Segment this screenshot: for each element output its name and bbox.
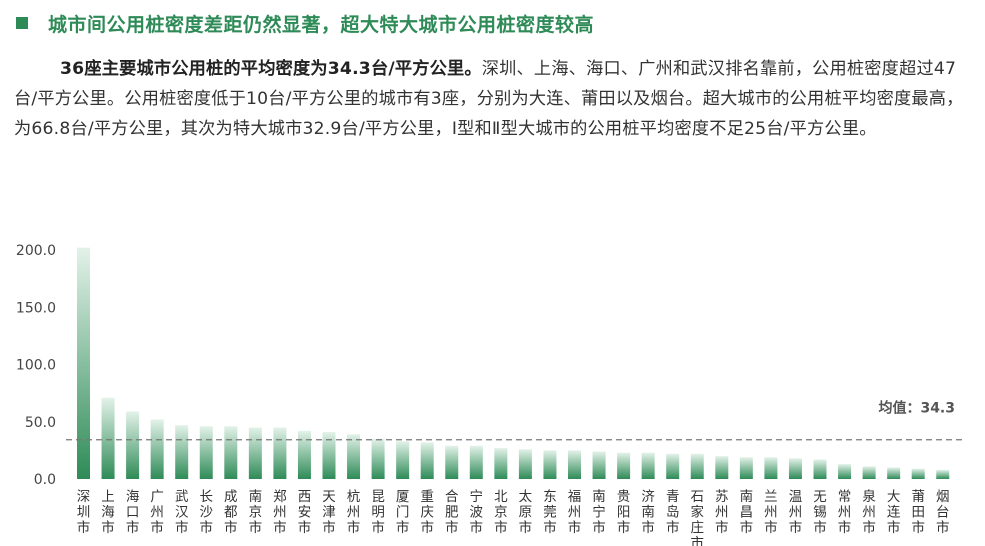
bar-chart: 0.0 50.0 100.0 150.0 200.0 深圳市上海市海口市广州市武汉市长沙… bbox=[16, 243, 966, 546]
x-tick-label: 南京市 bbox=[249, 489, 263, 536]
x-tick-label: 广州市 bbox=[150, 489, 164, 536]
x-tick-label: 合肥市 bbox=[445, 489, 459, 536]
bar bbox=[911, 468, 925, 479]
x-tick-label: 天津市 bbox=[322, 489, 336, 536]
bar bbox=[813, 459, 827, 479]
bar bbox=[248, 427, 262, 479]
x-tick-label: 昆明市 bbox=[371, 489, 385, 536]
bar bbox=[690, 453, 704, 479]
bar bbox=[77, 247, 90, 479]
bar bbox=[617, 452, 631, 479]
bar bbox=[126, 411, 140, 479]
x-tick-label: 大连市 bbox=[887, 489, 901, 536]
section-heading: 城市间公用桩密度差距仍然显著，超大特大城市公用桩密度较高 bbox=[14, 8, 594, 38]
x-tick-label: 南宁市 bbox=[592, 489, 606, 536]
x-tick-label: 莆田市 bbox=[911, 489, 925, 536]
x-tick-label: 烟台市 bbox=[936, 489, 950, 536]
bar bbox=[543, 450, 557, 479]
bar bbox=[862, 466, 876, 479]
bar bbox=[666, 453, 680, 479]
x-tick-label: 无锡市 bbox=[813, 489, 827, 536]
x-tick-label: 北京市 bbox=[494, 489, 508, 536]
bar bbox=[494, 448, 508, 479]
square-bullet-icon bbox=[16, 17, 28, 29]
summary-paragraph: 36座主要城市公用桩的平均密度为34.3台/平方公里。深圳、上海、海口、广州和武… bbox=[14, 54, 969, 144]
x-tick-label: 福州市 bbox=[568, 489, 582, 536]
x-tick-label: 郑州市 bbox=[273, 489, 287, 536]
x-tick-label: 海口市 bbox=[126, 489, 140, 536]
bar bbox=[297, 430, 311, 479]
summary-bold: 36座主要城市公用桩的平均密度为34.3台/平方公里。 bbox=[60, 59, 482, 79]
x-tick-label: 宁波市 bbox=[470, 488, 484, 536]
bar bbox=[224, 426, 238, 479]
bar bbox=[273, 427, 287, 479]
bar bbox=[347, 434, 361, 479]
bar bbox=[371, 438, 385, 479]
bar bbox=[150, 419, 164, 479]
bar bbox=[641, 452, 655, 479]
x-tick-label: 苏州市 bbox=[715, 489, 729, 536]
x-tick-label: 长沙市 bbox=[200, 489, 214, 536]
bar bbox=[420, 442, 434, 479]
x-tick-label: 重庆市 bbox=[420, 489, 434, 536]
x-tick-label: 东莞市 bbox=[543, 489, 557, 536]
x-tick-label: 兰州市 bbox=[764, 489, 778, 536]
bar bbox=[715, 456, 729, 479]
x-tick-label: 武汉市 bbox=[175, 489, 189, 536]
bar bbox=[568, 450, 581, 479]
x-tick-label: 泉州市 bbox=[862, 488, 876, 536]
y-tick-label: 50.0 bbox=[25, 415, 56, 431]
bar bbox=[739, 457, 753, 479]
bar bbox=[101, 397, 115, 479]
x-tick-label: 贵阳市 bbox=[617, 489, 631, 536]
bar bbox=[445, 445, 459, 479]
x-tick-label: 上海市 bbox=[101, 489, 115, 536]
x-tick-label: 西安市 bbox=[298, 489, 312, 536]
bar bbox=[518, 449, 532, 479]
x-tick-label: 南昌市 bbox=[740, 489, 754, 536]
x-tick-label: 太原市 bbox=[519, 489, 533, 536]
bar bbox=[592, 451, 606, 479]
summary-rest: 深圳、上海、海口、广州和武汉排名靠前，公用桩密度超过47台/平方公里。公用桩密度… bbox=[14, 59, 964, 139]
bar bbox=[764, 457, 778, 479]
heading-text: 城市间公用桩密度差距仍然显著，超大特大城市公用桩密度较高 bbox=[48, 13, 595, 36]
bar bbox=[788, 458, 802, 479]
bar bbox=[175, 425, 189, 479]
y-tick-label: 200.0 bbox=[16, 243, 56, 259]
x-tick-label: 温州市 bbox=[789, 489, 803, 536]
bar bbox=[887, 467, 901, 479]
x-tick-label: 成都市 bbox=[224, 489, 238, 536]
x-tick-label: 常州市 bbox=[838, 489, 852, 536]
x-tick-label: 厦门市 bbox=[396, 489, 410, 536]
bar bbox=[322, 432, 336, 479]
y-tick-label: 100.0 bbox=[16, 358, 56, 374]
bar bbox=[396, 441, 410, 479]
x-tick-label: 青岛市 bbox=[666, 489, 680, 536]
x-tick-label: 深圳市 bbox=[77, 489, 91, 536]
bar bbox=[838, 464, 852, 479]
x-tick-label: 杭州市 bbox=[347, 489, 361, 536]
bar bbox=[936, 469, 950, 479]
bar bbox=[469, 445, 483, 479]
y-tick-label: 150.0 bbox=[16, 300, 56, 316]
x-tick-label: 石家庄市 bbox=[691, 489, 705, 546]
x-tick-label: 济南市 bbox=[641, 489, 655, 536]
bar bbox=[199, 426, 213, 479]
y-tick-label: 0.0 bbox=[34, 472, 56, 488]
mean-label: 均值：34.3 bbox=[878, 400, 955, 417]
